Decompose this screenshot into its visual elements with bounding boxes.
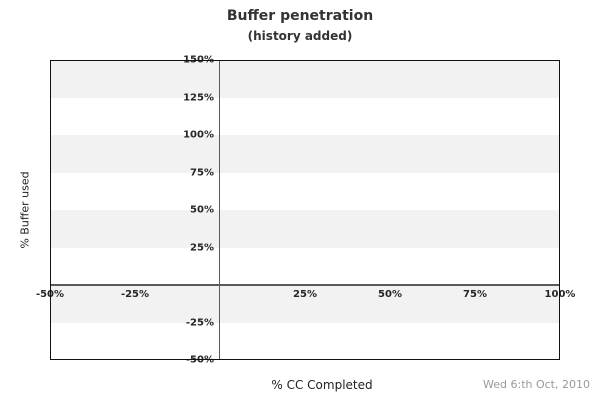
plot-area: 150% 125% 100% 75% 50% 25% -25% -50% -50% -25% 25…: [36, 55, 576, 366]
y-axis-title: % Buffer used: [18, 171, 32, 249]
x-tick-label: 50%: [378, 289, 402, 300]
chart-subtitle: (history added): [247, 29, 353, 43]
grid-band: [50, 172, 560, 210]
x-tick-label: 75%: [463, 289, 487, 300]
x-tick-label: 100%: [544, 289, 576, 300]
y-tick-label: -50%: [185, 354, 214, 366]
x-tick-label: -25%: [120, 289, 150, 300]
y-tick-label: 25%: [190, 242, 214, 253]
grid-band: [50, 60, 560, 98]
y-tick-label: 150%: [183, 54, 214, 66]
grid-band: [50, 135, 560, 173]
grid-band: [50, 247, 560, 285]
x-tick-label: -50%: [35, 289, 65, 300]
x-zero-line: [50, 284, 560, 286]
grid-band: [50, 322, 560, 360]
y-tick-label: 125%: [183, 92, 214, 103]
y-tick-label: -25%: [185, 317, 214, 328]
y-tick-label: 50%: [190, 204, 214, 216]
grid-bands: [50, 60, 560, 360]
chart-title: Buffer penetration: [226, 8, 374, 24]
grid-band: [50, 210, 560, 248]
grid-band: [50, 285, 560, 323]
date-label: Wed 6:th Oct, 2010: [483, 378, 590, 391]
x-axis-title: % CC Completed: [271, 378, 373, 392]
y-zero-line: [218, 60, 221, 360]
grid-band: [50, 97, 560, 135]
y-tick-label: 100%: [183, 129, 214, 141]
y-tick-label: 75%: [190, 167, 214, 178]
x-tick-label: 25%: [293, 289, 317, 300]
